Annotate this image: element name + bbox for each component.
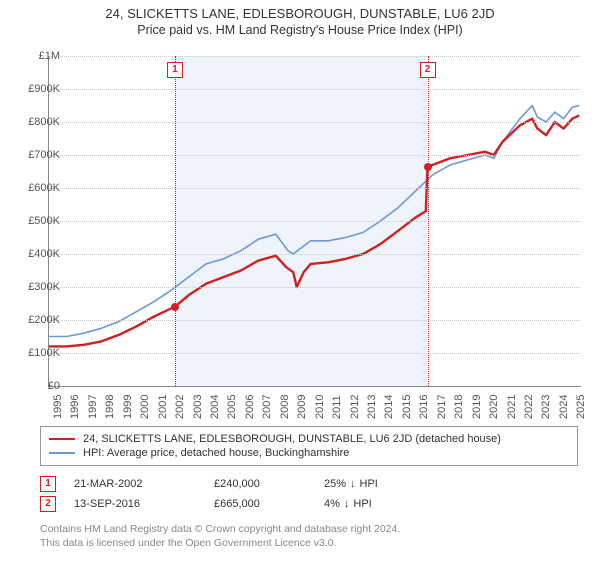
x-axis-label: 2020: [488, 395, 500, 419]
sale-row: 1 21-MAR-2002£240,00025% ↓ HPI: [40, 476, 378, 492]
sale-delta: 25% ↓ HPI: [324, 478, 378, 490]
sale-date: 13-SEP-2016: [74, 498, 214, 510]
x-axis-label: 1996: [69, 395, 81, 419]
y-gridline: [49, 287, 581, 288]
sale-delta-suffix: HPI: [360, 478, 378, 490]
legend-row-hpi: HPI: Average price, detached house, Buck…: [49, 447, 569, 459]
sale-marker-line: [428, 56, 429, 386]
arrow-down-icon: ↓: [344, 498, 350, 510]
footer: Contains HM Land Registry data © Crown c…: [40, 522, 400, 550]
y-axis-label: £700K: [16, 149, 60, 161]
sale-delta-pct: 4%: [324, 498, 340, 510]
x-axis-label: 2004: [209, 395, 221, 419]
sale-row: 2 13-SEP-2016£665,0004% ↓HPI: [40, 496, 378, 512]
sale-delta: 4% ↓HPI: [324, 498, 372, 510]
x-axis-label: 1998: [104, 395, 116, 419]
x-axis-label: 2016: [418, 395, 430, 419]
x-axis-label: 2007: [261, 395, 273, 419]
x-axis-label: 2019: [471, 395, 483, 419]
x-axis-label: 2003: [192, 395, 204, 419]
chart-plot-area: 1995199619971998199920002001200220032004…: [48, 56, 581, 387]
legend-label-hpi: HPI: Average price, detached house, Buck…: [83, 447, 349, 459]
legend-swatch-hpi: [49, 452, 75, 454]
legend-label-property: 24, SLICKETTS LANE, EDLESBOROUGH, DUNSTA…: [83, 433, 501, 445]
x-axis-label: 2001: [157, 395, 169, 419]
sale-marker-box: 1: [167, 62, 183, 78]
x-axis-label: 1997: [87, 395, 99, 419]
x-axis-label: 2009: [296, 395, 308, 419]
x-axis-label: 2021: [506, 395, 518, 419]
x-axis-label: 2023: [540, 395, 552, 419]
x-axis-label: 2010: [314, 395, 326, 419]
legend-swatch-property: [49, 438, 75, 440]
x-axis-label: 2011: [331, 395, 343, 419]
chart-subtitle: Price paid vs. HM Land Registry's House …: [0, 23, 600, 37]
x-axis-label: 2024: [558, 395, 570, 419]
footer-line1: Contains HM Land Registry data © Crown c…: [40, 522, 400, 536]
x-axis-label: 2017: [436, 395, 448, 419]
y-axis-label: £900K: [16, 83, 60, 95]
y-axis-label: £500K: [16, 215, 60, 227]
sale-idx-box: 1: [40, 476, 56, 492]
y-gridline: [49, 221, 581, 222]
y-axis-label: £100K: [16, 347, 60, 359]
x-axis-label: 2012: [349, 395, 361, 419]
sale-price: £240,000: [214, 478, 324, 490]
x-axis-label: 2015: [401, 395, 413, 419]
y-gridline: [49, 254, 581, 255]
chart-title: 24, SLICKETTS LANE, EDLESBOROUGH, DUNSTA…: [0, 6, 600, 21]
arrow-down-icon: ↓: [350, 478, 356, 490]
x-axis-label: 2002: [174, 395, 186, 419]
sale-rows: 121-MAR-2002£240,00025%↓HPI213-SEP-2016£…: [40, 472, 378, 516]
x-axis-label: 2022: [523, 395, 535, 419]
y-axis-label: £400K: [16, 248, 60, 260]
y-axis-label: £600K: [16, 182, 60, 194]
x-axis-label: 2000: [139, 395, 151, 419]
footer-line2: This data is licensed under the Open Gov…: [40, 536, 400, 550]
y-gridline: [49, 56, 581, 57]
x-axis-label: 2013: [366, 395, 378, 419]
legend: 24, SLICKETTS LANE, EDLESBOROUGH, DUNSTA…: [40, 426, 578, 466]
y-axis-label: £300K: [16, 281, 60, 293]
y-axis-label: £0: [16, 380, 60, 392]
sale-marker-dot: [171, 303, 179, 311]
sale-date: 21-MAR-2002: [74, 478, 214, 490]
sale-delta-suffix: HPI: [353, 498, 371, 510]
y-gridline: [49, 89, 581, 90]
sale-delta-pct: 25%: [324, 478, 346, 490]
x-axis-label: 1995: [52, 395, 64, 419]
y-axis-label: £200K: [16, 314, 60, 326]
y-gridline: [49, 353, 581, 354]
sale-idx-box: 2: [40, 496, 56, 512]
y-gridline: [49, 155, 581, 156]
sale-marker-dot: [424, 163, 432, 171]
x-axis-label: 2018: [453, 395, 465, 419]
x-axis-label: 2025: [575, 395, 587, 419]
y-axis-label: £800K: [16, 116, 60, 128]
sale-marker-line: [175, 56, 176, 386]
x-axis-label: 1999: [122, 395, 134, 419]
y-gridline: [49, 122, 581, 123]
x-axis-label: 2014: [383, 395, 395, 419]
x-axis-label: 2008: [279, 395, 291, 419]
sale-price: £665,000: [214, 498, 324, 510]
legend-row-property: 24, SLICKETTS LANE, EDLESBOROUGH, DUNSTA…: [49, 433, 569, 445]
y-gridline: [49, 320, 581, 321]
sale-marker-box: 2: [420, 62, 436, 78]
x-axis-label: 2006: [244, 395, 256, 419]
chart-series-line: [49, 115, 579, 346]
y-gridline: [49, 188, 581, 189]
x-axis-label: 2005: [226, 395, 238, 419]
y-axis-label: £1M: [16, 50, 60, 62]
